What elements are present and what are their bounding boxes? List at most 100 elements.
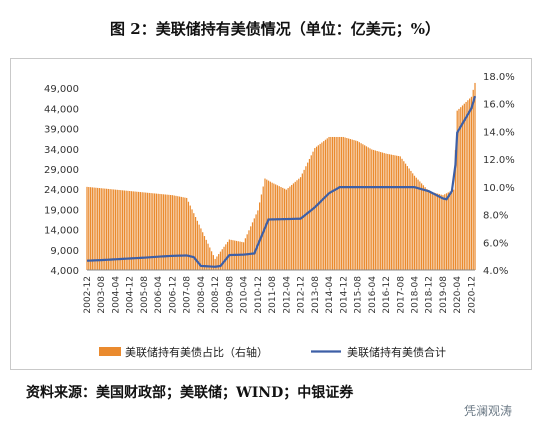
bar-share bbox=[358, 142, 360, 270]
bar-share bbox=[111, 189, 113, 270]
bar-share bbox=[410, 170, 412, 270]
bar-share bbox=[314, 148, 316, 270]
bar-share bbox=[458, 108, 460, 270]
bar-share bbox=[344, 137, 346, 270]
x-tick-label: 2011-08 bbox=[268, 276, 278, 314]
bar-share bbox=[303, 169, 305, 270]
x-tick-label: 2017-08 bbox=[396, 276, 406, 314]
x-tick-label: 2012-04 bbox=[282, 276, 292, 314]
x-tick-label: 2006-12 bbox=[168, 276, 178, 314]
bar-share bbox=[397, 156, 400, 270]
bar-share bbox=[221, 249, 223, 270]
x-tick-label: 2009-08 bbox=[225, 276, 235, 314]
bar-share bbox=[182, 197, 184, 270]
bar-share bbox=[319, 143, 321, 270]
bar-share bbox=[442, 195, 444, 270]
left-tick-label: 44,000 bbox=[44, 104, 79, 115]
bar-share bbox=[178, 196, 181, 270]
bar-share bbox=[330, 136, 332, 270]
bar-share bbox=[406, 166, 408, 270]
bar-share bbox=[109, 189, 111, 270]
line-holdings-total bbox=[86, 95, 477, 268]
bar-share bbox=[312, 151, 314, 270]
bar-share bbox=[123, 190, 125, 270]
bar-share bbox=[299, 177, 302, 270]
bar-share bbox=[426, 189, 428, 270]
bar-share bbox=[177, 196, 179, 270]
left-tick-label: 19,000 bbox=[44, 205, 79, 216]
bar-share bbox=[95, 187, 97, 270]
bar-share bbox=[93, 187, 95, 270]
source-note: 资料来源：美国财政部；美联储；WIND；中银证券 bbox=[26, 385, 354, 401]
bar-share bbox=[88, 187, 90, 270]
bar-share bbox=[175, 195, 177, 270]
bar-share bbox=[449, 191, 451, 270]
bar-share bbox=[451, 190, 453, 270]
bar-share bbox=[337, 136, 339, 270]
bar-share bbox=[134, 191, 136, 270]
bar-share bbox=[394, 155, 396, 270]
right-tick-label: 6.0% bbox=[483, 238, 508, 249]
bar-share bbox=[467, 100, 469, 270]
bar-share bbox=[280, 187, 282, 270]
bar-share bbox=[125, 190, 127, 270]
bar-share bbox=[139, 192, 142, 270]
bar-share bbox=[271, 182, 273, 270]
left-tick-label: 34,000 bbox=[44, 145, 79, 156]
x-tick-label: 2006-04 bbox=[154, 276, 164, 314]
bar-share bbox=[429, 191, 432, 270]
bar-share bbox=[255, 214, 257, 270]
bar-share bbox=[317, 145, 319, 270]
bar-share bbox=[283, 188, 286, 270]
bar-share bbox=[324, 139, 327, 270]
bar-share bbox=[146, 192, 149, 270]
bar-share bbox=[367, 147, 369, 270]
bar-share bbox=[294, 181, 296, 270]
bar-share bbox=[159, 193, 161, 270]
bar-share bbox=[136, 191, 138, 270]
bar-share bbox=[292, 183, 295, 270]
legend-swatch-bar bbox=[99, 347, 121, 356]
bar-share bbox=[378, 151, 380, 270]
bar-share bbox=[431, 192, 433, 270]
bar-share bbox=[287, 188, 289, 270]
bar-share bbox=[308, 158, 311, 270]
bar-share bbox=[198, 224, 200, 270]
bar-share bbox=[376, 151, 378, 270]
bar-share bbox=[454, 150, 457, 270]
bar-share bbox=[89, 187, 92, 270]
bar-share bbox=[132, 191, 134, 270]
bar-share bbox=[278, 186, 280, 270]
x-tick-label: 2012-12 bbox=[297, 276, 307, 314]
bar-share bbox=[267, 180, 270, 270]
bar-share bbox=[420, 183, 423, 270]
bar-share bbox=[241, 241, 243, 270]
x-tick-label: 2019-08 bbox=[439, 276, 449, 314]
x-tick-label: 2014-12 bbox=[339, 276, 349, 314]
bar-share bbox=[260, 194, 263, 270]
left-tick-label: 14,000 bbox=[44, 226, 79, 237]
bar-share bbox=[371, 149, 373, 270]
x-tick-label: 2010-04 bbox=[240, 276, 250, 314]
bar-share bbox=[102, 188, 104, 270]
bar-share bbox=[152, 193, 154, 270]
bar-share bbox=[348, 138, 350, 270]
bar-share bbox=[362, 144, 364, 270]
bar-share bbox=[127, 190, 129, 270]
legend-label-bar: 美联储持有美债占比（右轴） bbox=[125, 345, 268, 359]
right-tick-label: 10.0% bbox=[483, 183, 515, 194]
bar-share bbox=[200, 228, 202, 270]
bar-share bbox=[360, 143, 362, 270]
bar-share bbox=[276, 185, 279, 270]
left-tick-label: 39,000 bbox=[44, 125, 79, 136]
bar-share bbox=[205, 239, 207, 270]
bar-share bbox=[456, 110, 458, 270]
bar-share bbox=[305, 166, 307, 270]
bar-share bbox=[328, 136, 330, 270]
bar-share bbox=[404, 163, 407, 270]
bar-share bbox=[413, 175, 416, 270]
bar-share bbox=[184, 197, 186, 270]
bar-share bbox=[401, 158, 403, 270]
bar-share bbox=[374, 150, 376, 270]
bar-share bbox=[143, 192, 145, 270]
